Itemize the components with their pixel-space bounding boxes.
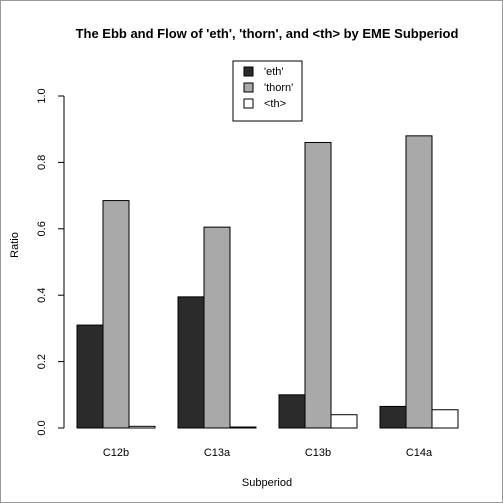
legend-label: 'thorn' (264, 82, 293, 94)
bar (76, 324, 104, 429)
y-axis-ticks: 0.0 0.2 0.4 0.6 0.8 1.0 (36, 88, 64, 436)
x-tick-label: C13b (305, 447, 331, 459)
y-tick-label: 0.2 (36, 354, 48, 369)
y-axis-label: Ratio (9, 232, 21, 258)
y-tick-label: 1.0 (36, 88, 48, 103)
legend: 'eth' 'thorn' <th> (232, 60, 303, 122)
bar (177, 296, 205, 429)
bar (278, 394, 306, 429)
x-tick-label: C14a (406, 447, 433, 459)
y-tick-label: 0.8 (36, 155, 48, 170)
bar (330, 414, 358, 429)
bar (379, 405, 407, 429)
legend-label: <th> (264, 98, 286, 110)
legend-box (232, 60, 303, 122)
bars-group (76, 135, 459, 429)
x-tick-label: C12b (103, 447, 129, 459)
x-axis-label: Subperiod (242, 477, 292, 489)
bar (304, 141, 332, 429)
bar (431, 409, 459, 429)
x-axis-tick-labels: C12b C13a C13b C14a (103, 447, 433, 459)
legend-swatch (243, 98, 254, 109)
legend-swatch (243, 82, 254, 93)
bar (405, 135, 433, 429)
y-tick-label: 0.0 (36, 420, 48, 435)
bar (203, 226, 231, 429)
bar (229, 426, 257, 429)
y-tick-label: 0.6 (36, 221, 48, 236)
bar (128, 425, 156, 429)
legend-label: 'eth' (264, 66, 284, 78)
x-tick-label: C13a (204, 447, 231, 459)
chart-title: The Ebb and Flow of 'eth', 'thorn', and … (76, 26, 459, 41)
legend-swatch (243, 66, 254, 77)
y-tick-label: 0.4 (36, 288, 48, 303)
bar (102, 200, 130, 429)
